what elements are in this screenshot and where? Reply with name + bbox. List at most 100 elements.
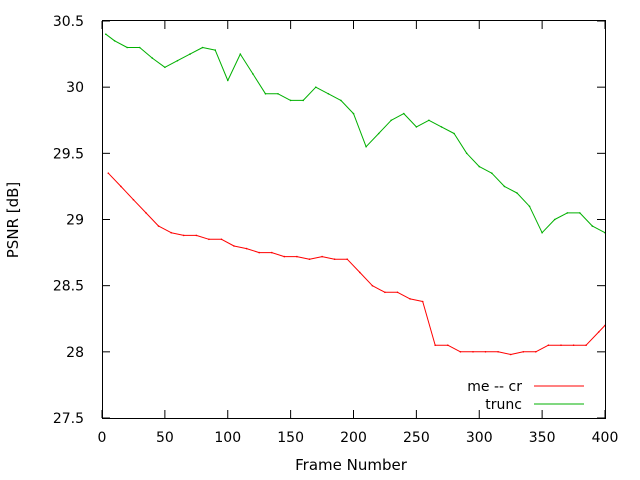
data-point-series-2 xyxy=(566,212,569,214)
x-axis-ticks: 0 50 100 150 200 250 300 350 400 xyxy=(98,21,619,446)
data-point-series-2 xyxy=(315,86,317,88)
data-point-series-1 xyxy=(472,351,474,353)
data-point-series-2 xyxy=(465,152,468,155)
data-point-series-2 xyxy=(227,79,229,82)
data-point-series-1 xyxy=(157,225,160,227)
data-point-series-2 xyxy=(390,119,393,122)
data-point-series-1 xyxy=(120,185,122,188)
data-point-series-1 xyxy=(145,212,147,214)
data-point-series-1 xyxy=(434,344,437,347)
data-point-series-1 xyxy=(271,251,273,254)
data-point-series-1 xyxy=(459,351,462,353)
data-point-series-2 xyxy=(264,93,267,95)
y-tick-label: 29.5 xyxy=(53,146,84,162)
x-tick-label: 100 xyxy=(214,430,241,446)
data-point-series-2 xyxy=(189,53,191,55)
data-point-series-1 xyxy=(220,238,223,241)
data-point-series-1 xyxy=(484,351,487,353)
legend-label-series-1: me -- cr xyxy=(467,379,522,395)
data-point-series-1 xyxy=(195,234,198,237)
data-point-series-1 xyxy=(333,258,336,261)
data-point-series-2 xyxy=(377,132,380,135)
data-point-series-2 xyxy=(528,205,531,208)
data-point-series-1 xyxy=(535,351,537,353)
data-point-series-1 xyxy=(585,344,587,347)
data-point-series-2 xyxy=(126,46,128,49)
data-point-series-1 xyxy=(371,284,374,287)
data-point-series-1 xyxy=(384,291,386,294)
data-point-series-1 xyxy=(572,344,575,347)
y-tick-label: 27.5 xyxy=(53,411,84,427)
data-point-series-2 xyxy=(415,126,418,128)
data-point-series-2 xyxy=(340,99,342,102)
data-point-series-2 xyxy=(214,49,216,51)
data-point-series-2 xyxy=(365,145,367,148)
data-point-series-2 xyxy=(105,33,107,35)
x-tick-label: 200 xyxy=(340,430,367,446)
data-point-series-1 xyxy=(283,255,286,258)
y-axis-label: PSNR [dB] xyxy=(4,182,22,259)
x-tick-label: 250 xyxy=(403,430,430,446)
x-tick-label: 0 xyxy=(98,430,107,446)
data-point-series-1 xyxy=(597,331,600,333)
data-point-series-1 xyxy=(497,351,499,353)
data-point-series-2 xyxy=(553,218,556,221)
x-tick-label: 150 xyxy=(277,430,304,446)
x-tick-label: 50 xyxy=(156,430,174,446)
data-point-series-2 xyxy=(541,231,543,234)
y-tick-label: 28.5 xyxy=(53,279,84,295)
legend-label-series-2: trunc xyxy=(485,397,522,413)
data-point-series-2 xyxy=(302,99,305,102)
x-tick-label: 350 xyxy=(529,430,556,446)
data-point-series-1 xyxy=(132,198,135,201)
data-point-series-1 xyxy=(170,231,172,234)
data-point-series-1 xyxy=(321,255,323,258)
data-point-series-2 xyxy=(252,73,254,75)
data-point-series-1 xyxy=(396,291,399,294)
data-point-series-1 xyxy=(547,344,550,347)
data-point-series-2 xyxy=(327,93,330,95)
data-point-series-1 xyxy=(245,247,248,250)
data-point-series-2 xyxy=(516,192,518,194)
y-tick-label: 28 xyxy=(66,345,84,361)
data-point-series-2 xyxy=(239,53,242,55)
data-point-series-2 xyxy=(440,126,443,128)
data-point-series-2 xyxy=(453,132,455,135)
data-point-series-2 xyxy=(403,112,405,115)
data-point-series-1 xyxy=(208,238,210,241)
data-point-series-1 xyxy=(359,271,361,274)
data-point-series-1 xyxy=(447,344,449,347)
data-point-series-1 xyxy=(296,255,298,258)
data-point-series-2 xyxy=(289,99,292,102)
data-point-series-2 xyxy=(176,59,179,62)
data-point-series-2 xyxy=(478,165,481,168)
data-point-series-1 xyxy=(346,258,349,261)
data-point-series-1 xyxy=(233,245,235,247)
data-point-series-2 xyxy=(491,172,493,174)
data-point-series-1 xyxy=(560,344,562,347)
data-point-series-2 xyxy=(579,212,581,214)
y-tick-label: 30.5 xyxy=(53,14,84,30)
data-point-series-1 xyxy=(308,258,311,261)
data-point-series-2 xyxy=(164,66,166,69)
data-point-series-2 xyxy=(428,119,430,122)
data-point-series-2 xyxy=(151,57,154,59)
y-tick-label: 30 xyxy=(66,80,84,96)
data-point-series-2 xyxy=(352,112,355,115)
data-point-series-2 xyxy=(591,225,594,227)
x-tick-label: 400 xyxy=(592,430,619,446)
data-point-series-2 xyxy=(201,46,204,49)
y-tick-label: 29 xyxy=(66,213,84,229)
data-point-series-1 xyxy=(522,351,525,353)
x-axis-label: Frame Number xyxy=(295,456,408,474)
data-point-series-1 xyxy=(107,172,110,174)
x-tick-label: 300 xyxy=(466,430,493,446)
data-point-series-2 xyxy=(277,93,279,95)
data-point-series-1 xyxy=(182,234,185,237)
data-point-series-1 xyxy=(409,298,411,300)
data-point-series-1 xyxy=(421,300,424,303)
data-point-series-1 xyxy=(509,353,512,356)
data-point-series-2 xyxy=(138,46,141,49)
